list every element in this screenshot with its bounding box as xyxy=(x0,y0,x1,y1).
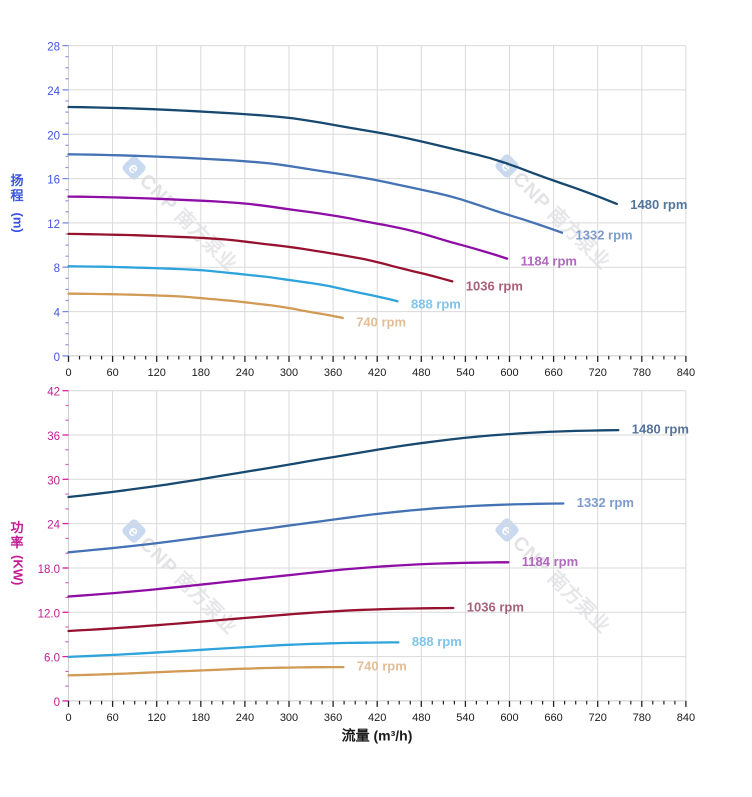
svg-text:780: 780 xyxy=(633,712,651,724)
svg-text:6.0: 6.0 xyxy=(44,653,60,665)
svg-text:420: 420 xyxy=(368,712,386,724)
svg-text:300: 300 xyxy=(280,712,298,724)
svg-text:240: 240 xyxy=(236,367,254,379)
svg-text:720: 720 xyxy=(589,712,607,724)
svg-text:740 rpm: 740 rpm xyxy=(357,659,407,674)
svg-text:28: 28 xyxy=(47,42,60,54)
svg-text:740 rpm: 740 rpm xyxy=(356,314,406,329)
svg-text:1184 rpm: 1184 rpm xyxy=(522,554,578,569)
svg-text:600: 600 xyxy=(500,712,518,724)
svg-text:840: 840 xyxy=(677,712,695,724)
svg-text:480: 480 xyxy=(412,367,430,379)
svg-text:4: 4 xyxy=(54,308,61,320)
svg-text:流量 (m³/h): 流量 (m³/h) xyxy=(342,728,413,744)
svg-text:16: 16 xyxy=(47,175,60,187)
svg-text:(m): (m) xyxy=(11,213,26,233)
svg-text:120: 120 xyxy=(148,712,166,724)
svg-text:18.0: 18.0 xyxy=(38,564,60,576)
svg-text:180: 180 xyxy=(192,367,210,379)
svg-text:120: 120 xyxy=(148,367,166,379)
svg-text:540: 540 xyxy=(456,712,474,724)
svg-text:0: 0 xyxy=(54,352,60,364)
svg-text:240: 240 xyxy=(236,712,254,724)
svg-text:420: 420 xyxy=(368,367,386,379)
svg-text:20: 20 xyxy=(47,130,60,142)
svg-text:540: 540 xyxy=(456,367,474,379)
svg-text:1480 rpm: 1480 rpm xyxy=(630,197,687,212)
svg-text:660: 660 xyxy=(544,712,562,724)
svg-text:720: 720 xyxy=(589,367,607,379)
svg-text:1036 rpm: 1036 rpm xyxy=(466,278,523,293)
svg-text:600: 600 xyxy=(500,367,518,379)
svg-text:1480 rpm: 1480 rpm xyxy=(632,422,689,437)
svg-text:60: 60 xyxy=(106,367,118,379)
svg-text:888 rpm: 888 rpm xyxy=(412,634,462,649)
svg-text:1036 rpm: 1036 rpm xyxy=(467,600,524,615)
svg-text:率: 率 xyxy=(10,535,23,550)
svg-text:888 rpm: 888 rpm xyxy=(411,297,461,312)
svg-text:840: 840 xyxy=(677,367,695,379)
svg-text:60: 60 xyxy=(106,712,118,724)
svg-text:12: 12 xyxy=(47,219,60,231)
svg-text:1184 rpm: 1184 rpm xyxy=(521,254,577,269)
svg-text:360: 360 xyxy=(324,712,342,724)
svg-text:12.0: 12.0 xyxy=(38,608,60,620)
svg-text:8: 8 xyxy=(54,263,60,275)
svg-text:24: 24 xyxy=(47,520,60,532)
svg-text:1332 rpm: 1332 rpm xyxy=(576,228,633,243)
svg-text:300: 300 xyxy=(280,367,298,379)
svg-text:程: 程 xyxy=(10,188,23,203)
svg-text:(KW): (KW) xyxy=(11,555,26,585)
svg-text:480: 480 xyxy=(412,712,430,724)
svg-text:360: 360 xyxy=(324,367,342,379)
svg-text:660: 660 xyxy=(544,367,562,379)
svg-text:30: 30 xyxy=(47,475,60,487)
svg-text:780: 780 xyxy=(633,367,651,379)
svg-text:扬: 扬 xyxy=(10,173,23,188)
svg-text:24: 24 xyxy=(47,86,60,98)
svg-text:0: 0 xyxy=(65,712,71,724)
svg-text:36: 36 xyxy=(47,431,60,443)
svg-text:0: 0 xyxy=(65,367,71,379)
svg-text:功: 功 xyxy=(10,520,23,535)
svg-text:180: 180 xyxy=(192,712,210,724)
svg-text:0: 0 xyxy=(54,697,60,709)
svg-text:42: 42 xyxy=(47,387,60,399)
svg-text:1332 rpm: 1332 rpm xyxy=(577,495,634,510)
